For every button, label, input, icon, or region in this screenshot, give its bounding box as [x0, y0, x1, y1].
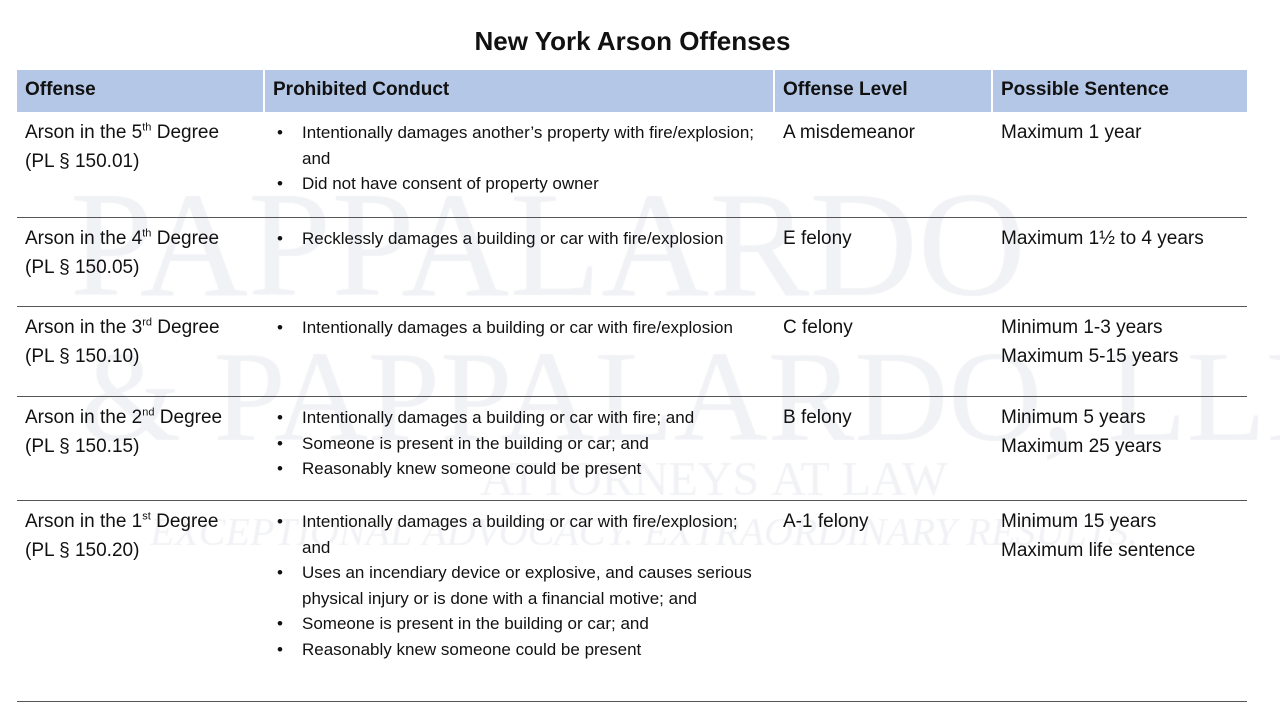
sentence-line: Maximum 25 years	[1001, 436, 1162, 457]
table-row: Arson in the 2nd Degree (PL § 150.15) Int…	[17, 397, 1247, 501]
offense-name-suffix: Degree	[152, 317, 220, 338]
level-cell: E felony	[783, 228, 852, 249]
offense-name-suffix: Degree	[151, 122, 220, 143]
conduct-item: Reasonably knew someone could be present	[273, 456, 767, 482]
ordinal-suffix: nd	[142, 406, 155, 419]
offense-cell: Arson in the 2nd Degree (PL § 150.15)	[17, 397, 265, 500]
offense-name-text: Arson in the 3	[25, 317, 143, 338]
conduct-item: Recklessly damages a building or car wit…	[273, 226, 767, 252]
statute: (PL § 150.05)	[25, 257, 140, 278]
table-row: Arson in the 3rd Degree (PL § 150.10) Int…	[17, 307, 1247, 397]
header-conduct: Prohibited Conduct	[265, 70, 775, 112]
conduct-item: Intentionally damages another’s property…	[273, 120, 767, 171]
offense-name-suffix: Degree	[151, 228, 220, 249]
offense-cell: Arson in the 4th Degree (PL § 150.05)	[17, 218, 265, 306]
offenses-table: Offense Prohibited Conduct Offense Level…	[17, 70, 1247, 702]
offense-name-text: Arson in the 5	[25, 122, 143, 143]
statute: (PL § 150.10)	[25, 346, 140, 367]
offense-name: Arson in the 5th Degree	[25, 118, 257, 147]
conduct-item: Uses an incendiary device or explosive, …	[273, 560, 767, 611]
level-cell: A-1 felony	[783, 511, 869, 532]
conduct-cell: Intentionally damages another’s property…	[265, 112, 775, 217]
header-level: Offense Level	[775, 70, 993, 112]
sentence-line: Minimum 5 years	[1001, 407, 1146, 428]
offense-cell: Arson in the 1st Degree (PL § 150.20)	[17, 501, 265, 701]
offense-name-suffix: Degree	[154, 407, 223, 428]
header-sentence: Possible Sentence	[1001, 79, 1169, 100]
offense-cell: Arson in the 5th Degree (PL § 150.01)	[17, 112, 265, 217]
conduct-cell: Intentionally damages a building or car …	[265, 501, 775, 701]
table-header: Offense Prohibited Conduct Offense Level…	[17, 70, 1247, 112]
header-offense: Offense	[17, 70, 265, 112]
sentence-line: Maximum 1 year	[1001, 122, 1142, 143]
sentence-cell: Minimum 5 years Maximum 25 years	[993, 397, 1247, 500]
table-row: Arson in the 5th Degree (PL § 150.01) Int…	[17, 112, 1247, 218]
table-row: Arson in the 1st Degree (PL § 150.20) Int…	[17, 501, 1247, 702]
conduct-cell: Intentionally damages a building or car …	[265, 307, 775, 396]
conduct-item: Reasonably knew someone could be present	[273, 637, 767, 663]
conduct-item: Intentionally damages a building or car …	[273, 509, 767, 560]
conduct-cell: Intentionally damages a building or car …	[265, 397, 775, 500]
conduct-cell: Recklessly damages a building or car wit…	[265, 218, 775, 306]
ordinal-suffix: rd	[142, 316, 153, 329]
sentence-line: Maximum life sentence	[1001, 540, 1196, 561]
offense-name-text: Arson in the 1	[25, 511, 143, 532]
level-cell: C felony	[783, 317, 853, 338]
level-cell: B felony	[783, 407, 852, 428]
sentence-cell: Maximum 1½ to 4 years	[993, 218, 1247, 306]
sentence-cell: Minimum 1-3 years Maximum 5-15 years	[993, 307, 1247, 396]
offense-name: Arson in the 4th Degree	[25, 224, 257, 253]
offense-name: Arson in the 2nd Degree	[25, 403, 257, 432]
level-cell: A misdemeanor	[783, 122, 916, 143]
offense-cell: Arson in the 3rd Degree (PL § 150.10)	[17, 307, 265, 396]
conduct-item: Intentionally damages a building or car …	[273, 405, 767, 431]
conduct-item: Did not have consent of property owner	[273, 171, 767, 197]
ordinal-suffix: st	[142, 510, 151, 523]
statute: (PL § 150.01)	[25, 151, 140, 172]
sentence-line: Minimum 15 years	[1001, 511, 1157, 532]
page-title: New York Arson Offenses	[474, 26, 791, 56]
offense-name-suffix: Degree	[150, 511, 219, 532]
sentence-line: Maximum 5-15 years	[1001, 346, 1179, 367]
offense-name-text: Arson in the 4	[25, 228, 143, 249]
offense-name: Arson in the 3rd Degree	[25, 313, 257, 342]
sentence-cell: Maximum 1 year	[993, 112, 1247, 217]
statute: (PL § 150.20)	[25, 540, 140, 561]
sentence-line: Minimum 1-3 years	[1001, 317, 1163, 338]
conduct-item: Intentionally damages a building or car …	[273, 315, 767, 341]
table-row: Arson in the 4th Degree (PL § 150.05) Rec…	[17, 218, 1247, 307]
sentence-line: Maximum 1½ to 4 years	[1001, 228, 1204, 249]
offense-name: Arson in the 1st Degree	[25, 507, 257, 536]
offense-name-text: Arson in the 2	[25, 407, 143, 428]
sentence-cell: Minimum 15 years Maximum life sentence	[993, 501, 1247, 701]
conduct-item: Someone is present in the building or ca…	[273, 431, 767, 457]
statute: (PL § 150.15)	[25, 436, 140, 457]
conduct-item: Someone is present in the building or ca…	[273, 611, 767, 637]
